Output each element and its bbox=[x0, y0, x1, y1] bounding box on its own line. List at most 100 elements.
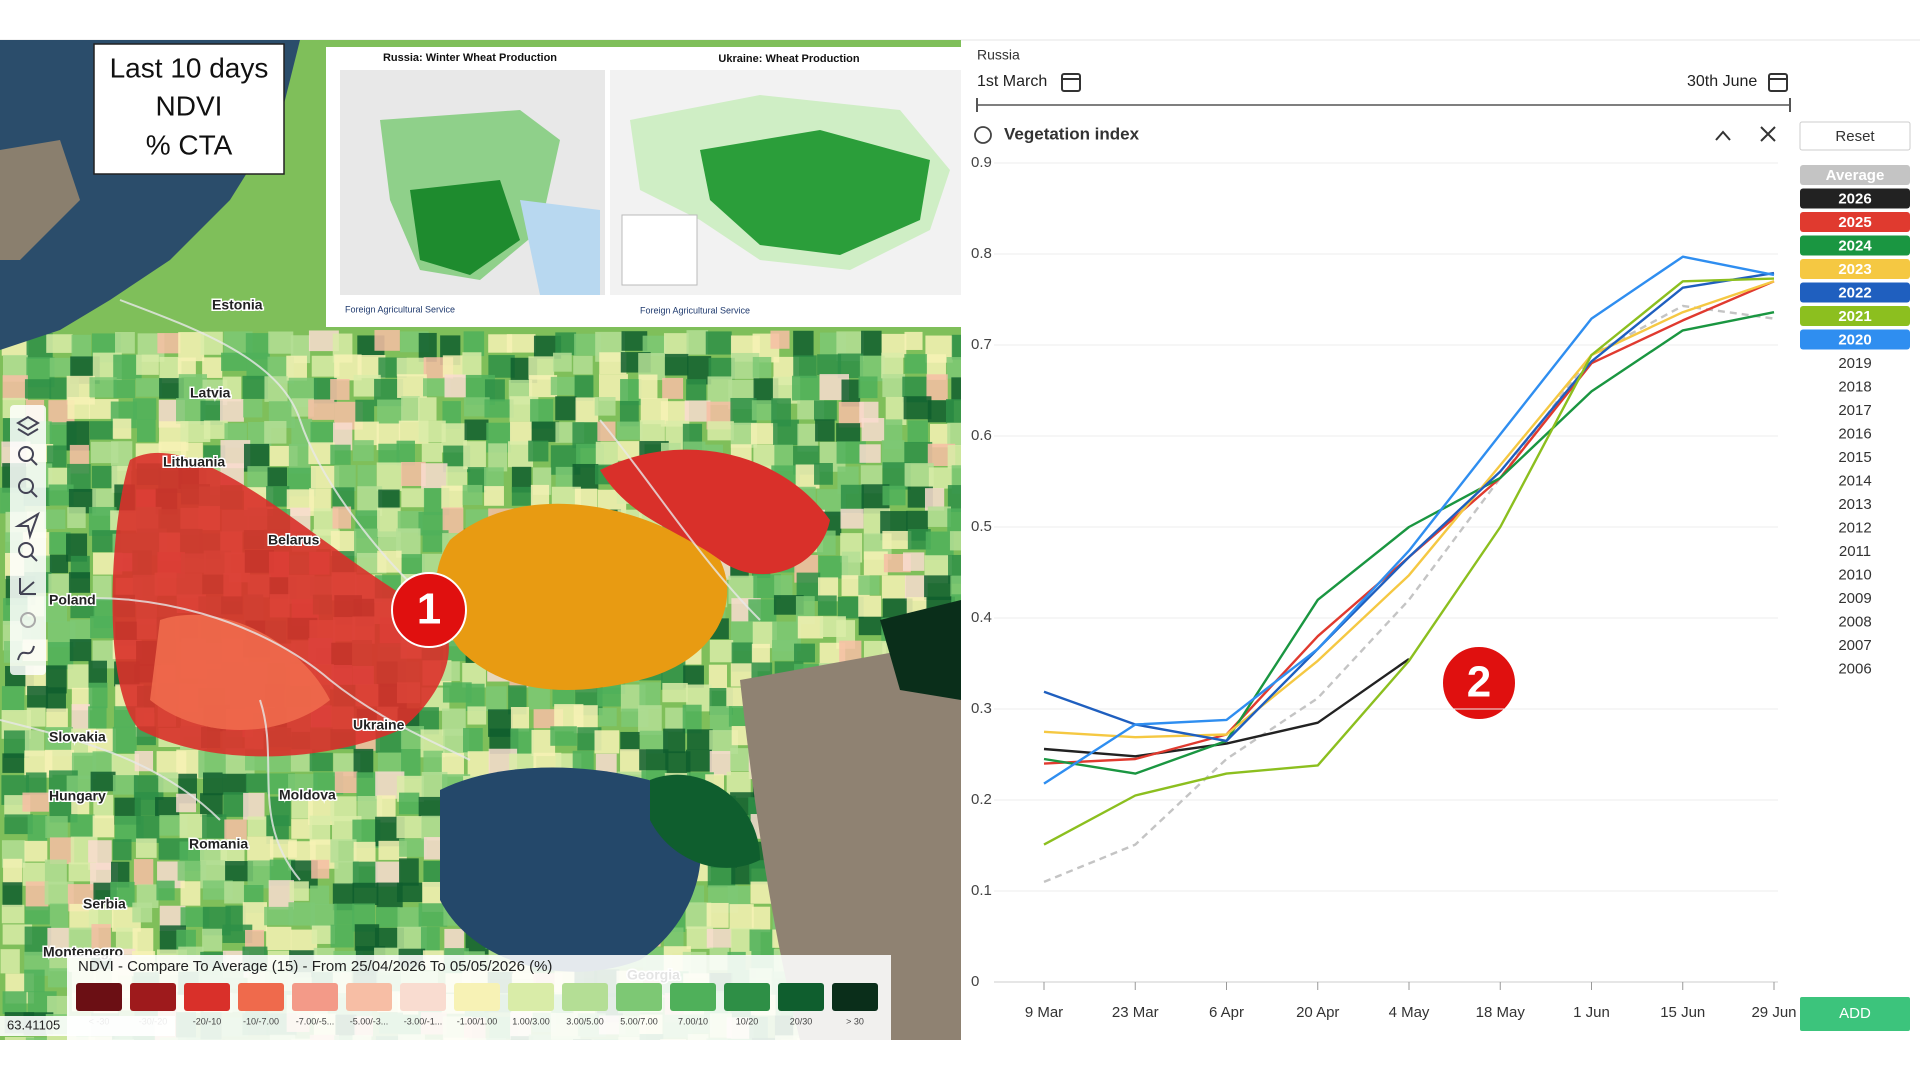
map-cell bbox=[442, 401, 461, 430]
date-from[interactable]: 1st March bbox=[977, 73, 1047, 90]
map-cell bbox=[575, 397, 599, 423]
legend-entry[interactable]: 2009 bbox=[1838, 590, 1871, 607]
map-cell bbox=[683, 665, 704, 688]
y-tick-label: 0.3 bbox=[971, 700, 992, 717]
legend-entry[interactable]: 2010 bbox=[1838, 566, 1871, 583]
map-cell bbox=[92, 815, 115, 838]
map-cell bbox=[330, 839, 357, 863]
legend-entry[interactable]: 2018 bbox=[1838, 378, 1871, 395]
map-cell bbox=[69, 639, 92, 662]
legend-entry[interactable]: 2012 bbox=[1838, 519, 1871, 536]
map-cell bbox=[665, 707, 686, 732]
map-cell bbox=[289, 881, 309, 901]
series-line bbox=[1043, 304, 1775, 884]
legend-entry[interactable]: 2008 bbox=[1838, 613, 1871, 630]
map-cell bbox=[858, 595, 882, 617]
map-cell bbox=[506, 334, 536, 353]
map-cell bbox=[89, 421, 114, 440]
calendar-icons[interactable] bbox=[1061, 73, 1788, 92]
legend-swatch bbox=[508, 983, 554, 1011]
map-cell bbox=[686, 926, 714, 949]
map-cell bbox=[330, 444, 351, 465]
surplus-area bbox=[880, 600, 961, 700]
legend-swatch bbox=[616, 983, 662, 1011]
map-cell bbox=[444, 374, 466, 398]
map-cell bbox=[268, 331, 294, 354]
legend-entry[interactable]: 2015 bbox=[1838, 449, 1871, 466]
map-cell bbox=[793, 330, 814, 357]
toolbar-icons[interactable] bbox=[14, 415, 40, 661]
map-cell bbox=[221, 352, 247, 371]
series-line bbox=[1043, 271, 1775, 743]
map-cell bbox=[488, 443, 508, 472]
map-cell bbox=[686, 330, 709, 355]
legend-entry[interactable]: 2017 bbox=[1838, 402, 1871, 419]
add-label[interactable]: ADD bbox=[1839, 1005, 1871, 1022]
map-cell bbox=[2, 882, 23, 908]
close-button[interactable] bbox=[1760, 126, 1776, 142]
map-cell bbox=[464, 397, 490, 417]
map-cell bbox=[950, 575, 961, 597]
legend-label: 1.00/3.00 bbox=[512, 1016, 550, 1026]
map-cell bbox=[266, 926, 292, 951]
legend-entry[interactable]: 2013 bbox=[1838, 496, 1871, 513]
inset-russia-region bbox=[410, 180, 520, 275]
coordinates: 63.41105 bbox=[7, 1017, 60, 1032]
map-cell bbox=[815, 1039, 846, 1040]
series-line bbox=[1043, 255, 1775, 785]
collapse-button[interactable] bbox=[1715, 130, 1731, 141]
map-cell bbox=[730, 748, 750, 772]
map-cell bbox=[903, 1036, 933, 1040]
map-cell bbox=[45, 687, 66, 712]
map-cell bbox=[947, 445, 961, 469]
legend-entry[interactable]: 2014 bbox=[1838, 472, 1871, 489]
map-cell bbox=[660, 1039, 687, 1040]
map-cell bbox=[419, 1039, 441, 1040]
map-cell bbox=[594, 730, 620, 754]
map-cell bbox=[462, 662, 486, 688]
map-cell bbox=[642, 335, 667, 356]
date-to[interactable]: 30th June bbox=[1687, 73, 1757, 90]
legend-entry[interactable]: 2006 bbox=[1838, 660, 1871, 677]
map-cell bbox=[927, 506, 952, 527]
map-cell bbox=[67, 396, 90, 419]
map-cell bbox=[397, 907, 422, 930]
map-cell bbox=[88, 660, 107, 688]
map-cell bbox=[44, 596, 68, 623]
y-tick-label: 0.6 bbox=[971, 427, 992, 444]
legend-chip bbox=[1800, 212, 1910, 232]
map-cell bbox=[44, 509, 66, 529]
map-cell bbox=[203, 445, 226, 469]
map-cell bbox=[136, 815, 160, 843]
map-cell bbox=[401, 396, 420, 423]
map-cell bbox=[574, 375, 594, 401]
map-cell bbox=[180, 881, 201, 906]
legend-entry[interactable]: 2011 bbox=[1839, 543, 1871, 560]
reset-button[interactable] bbox=[1799, 121, 1911, 151]
x-tick-label: 15 Jun bbox=[1660, 1004, 1705, 1021]
map-cell bbox=[421, 442, 443, 462]
map-cell bbox=[375, 906, 400, 928]
map-cell bbox=[48, 573, 71, 604]
legend-entry[interactable]: 2019 bbox=[1838, 355, 1871, 372]
legend-label: -3.00/-1... bbox=[404, 1016, 443, 1026]
map-cell bbox=[357, 465, 377, 489]
map-cell bbox=[774, 444, 794, 472]
legend-chip bbox=[1800, 306, 1910, 326]
map-cell bbox=[266, 486, 290, 507]
legend-entry[interactable]: 2007 bbox=[1838, 637, 1871, 654]
legend-swatch bbox=[670, 983, 716, 1011]
map-cell bbox=[859, 444, 881, 463]
map-cell bbox=[88, 840, 112, 870]
reset-label[interactable]: Reset bbox=[1835, 128, 1875, 145]
map-cell bbox=[573, 355, 593, 375]
map-cell bbox=[401, 462, 426, 487]
add-button[interactable] bbox=[1800, 997, 1910, 1031]
legend-label: 3.00/5.00 bbox=[566, 1016, 604, 1026]
map-cell bbox=[836, 441, 866, 464]
map-cell bbox=[202, 357, 223, 378]
map[interactable]: Estonia Latvia Lithuania Belarus Poland Ukrai… bbox=[0, 40, 981, 1069]
legend-entry[interactable]: 2016 bbox=[1838, 425, 1871, 442]
map-label: Estonia bbox=[212, 297, 263, 313]
